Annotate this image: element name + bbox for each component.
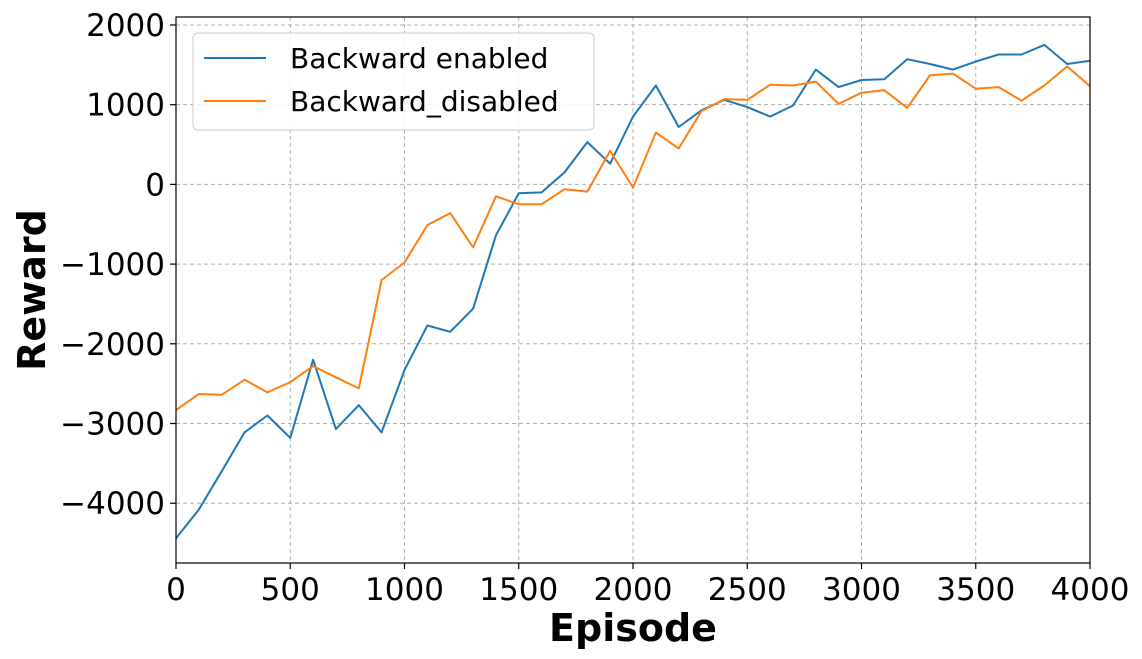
x-tick-label: 3000 [822,572,901,608]
x-tick-label: 3500 [936,572,1015,608]
legend: Backward enabled Backward_disabled [192,32,595,131]
y-axis-title: Reward [10,209,54,371]
y-tick-label: 2000 [86,8,165,44]
x-tick-label: 2000 [594,572,673,608]
x-tick-label: 1000 [365,572,444,608]
legend-label-2: Backward_disabled [290,85,559,118]
x-tick-label: 500 [261,572,320,608]
y-tick-label: −3000 [60,407,165,443]
y-tick-label: −4000 [60,486,165,522]
series-lines [175,43,1091,539]
axis-ticks: 0 500 1000 1500 2000 2500 3000 3500 4000 −4000 −30… [60,8,1129,608]
y-tick-label: −2000 [60,327,165,363]
series-line-1 [175,43,1091,539]
legend-box [192,32,595,131]
x-tick-label: 0 [166,572,186,608]
y-tick-label: −1000 [60,247,165,283]
y-tick-label: 0 [145,167,165,203]
x-tick-label: 2500 [708,572,787,608]
x-axis-title: Episode [549,606,717,650]
x-tick-label: 1500 [479,572,558,608]
y-tick-label: 1000 [86,88,165,124]
legend-label-1: Backward enabled [290,42,548,75]
series-line-2 [175,65,1091,411]
x-tick-label: 4000 [1051,572,1130,608]
